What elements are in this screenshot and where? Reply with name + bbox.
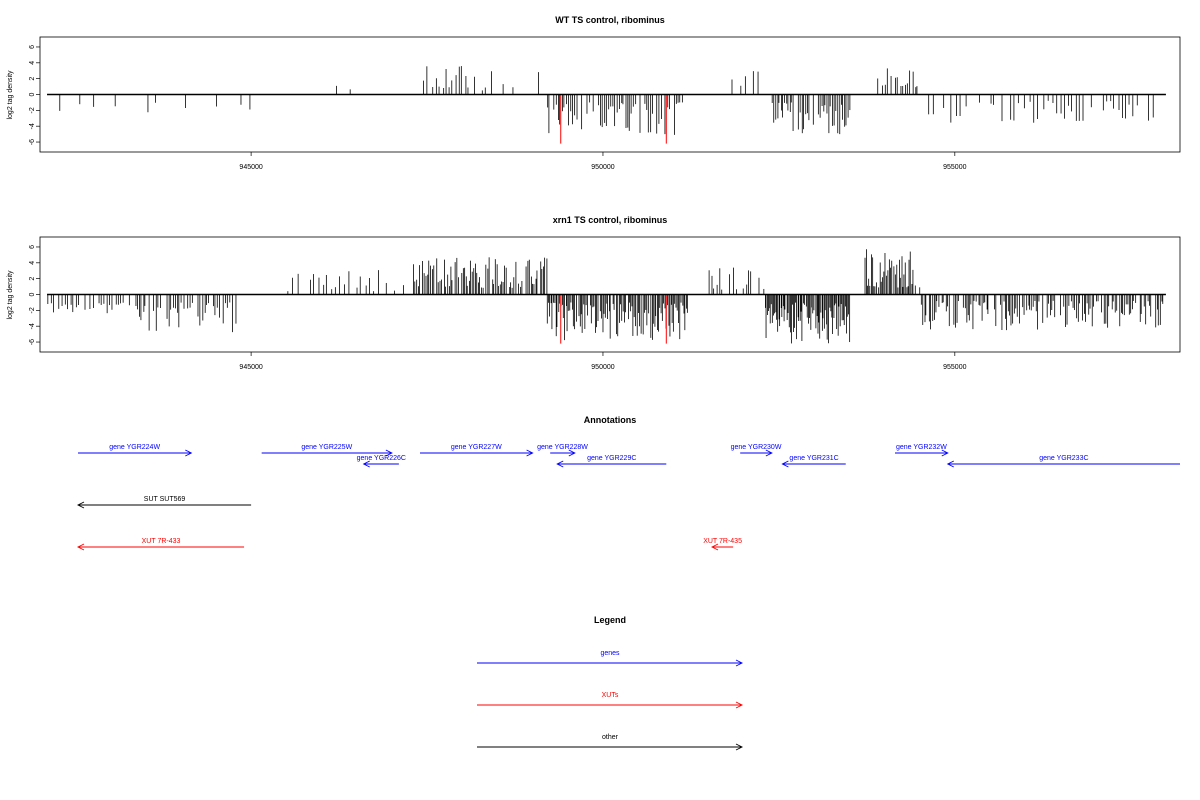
annotation-label: gene YGR230W bbox=[731, 444, 782, 451]
legend-label: genes bbox=[600, 650, 620, 657]
legend-panel: Legend genes XUTs other bbox=[477, 615, 744, 751]
gene-feature: gene YGR230W bbox=[731, 444, 782, 457]
gene-feature: gene YGR228W bbox=[537, 444, 588, 457]
annotation-label: SUT SUT569 bbox=[144, 496, 186, 503]
annotation-label: gene YGR229C bbox=[587, 455, 636, 462]
legend-item: other bbox=[477, 734, 744, 751]
legend-arrowhead bbox=[735, 701, 744, 709]
annotation-label: gene YGR224W bbox=[109, 444, 160, 451]
sut-feature: SUT SUT569 bbox=[76, 496, 252, 509]
y-tick-label: 2 bbox=[29, 277, 36, 281]
x-tick-label: 950000 bbox=[591, 164, 614, 171]
arrowhead bbox=[941, 449, 949, 457]
gene-feature: gene YGR227W bbox=[420, 444, 534, 457]
gene-feature: gene YGR231C bbox=[781, 455, 846, 468]
y-tick-label: -6 bbox=[29, 139, 36, 145]
y-tick-label: -4 bbox=[29, 123, 36, 129]
annotation-label: gene YGR228W bbox=[537, 444, 588, 451]
legend-item: genes bbox=[477, 650, 744, 667]
legend-title: Legend bbox=[594, 615, 626, 625]
arrowhead bbox=[185, 449, 193, 457]
panel-wt-title: WT TS control, ribominus bbox=[555, 15, 665, 25]
annotation-label: gene YGR226C bbox=[357, 455, 406, 462]
y-tick-label: -6 bbox=[29, 339, 36, 345]
y-tick-label: 4 bbox=[29, 261, 36, 265]
annotation-genes: gene YGR224W gene YGR225W gene YGR226C gene… bbox=[78, 444, 1180, 468]
y-tick-label: -4 bbox=[29, 323, 36, 329]
annotation-label: XUT 7R-433 bbox=[142, 538, 181, 545]
xut-feature: XUT 7R-433 bbox=[76, 538, 245, 551]
x-tick-label: 955000 bbox=[943, 164, 966, 171]
annotation-label: gene YGR231C bbox=[789, 455, 838, 462]
arrowhead bbox=[76, 501, 85, 509]
legend-label: XUTs bbox=[602, 692, 619, 699]
arrowhead bbox=[946, 460, 954, 468]
xut-feature: XUT 7R-435 bbox=[703, 538, 742, 551]
panel-wt-bars bbox=[47, 66, 1166, 144]
arrowhead bbox=[765, 449, 773, 457]
arrowhead bbox=[556, 460, 564, 468]
panel-wt-axes: -6 -4 -2 0 2 4 6 945000 950000 955000 bbox=[29, 45, 967, 171]
legend-arrowhead bbox=[735, 743, 744, 751]
gene-feature: gene YGR232W bbox=[895, 444, 949, 457]
arrowhead bbox=[76, 543, 85, 551]
y-tick-label: 2 bbox=[29, 77, 36, 81]
annotation-label: XUT 7R-435 bbox=[703, 538, 742, 545]
arrowhead bbox=[711, 543, 719, 551]
x-tick-label: 955000 bbox=[943, 364, 966, 371]
legend-item: XUTs bbox=[477, 692, 744, 709]
panel-xrn1-ylabel: log2 tag density bbox=[7, 270, 14, 320]
gene-feature: gene YGR229C bbox=[556, 455, 667, 468]
gene-feature: gene YGR224W bbox=[78, 444, 193, 457]
panel-wt: WT TS control, ribominus log2 tag densit… bbox=[7, 15, 1181, 171]
panel-xrn1-bars bbox=[47, 249, 1166, 344]
panel-xrn1: xrn1 TS control, ribominus log2 tag dens… bbox=[7, 215, 1181, 371]
annotation-label: gene YGR232W bbox=[896, 444, 947, 451]
gene-feature: gene YGR225W bbox=[261, 444, 393, 457]
annotations-title: Annotations bbox=[584, 415, 637, 425]
arrowhead bbox=[362, 460, 370, 468]
panel-xrn1-title: xrn1 TS control, ribominus bbox=[553, 215, 668, 225]
x-tick-label: 945000 bbox=[239, 164, 262, 171]
annotation-label: gene YGR225W bbox=[301, 444, 352, 451]
arrowhead bbox=[781, 460, 789, 468]
y-tick-label: -2 bbox=[29, 307, 36, 313]
panel-wt-ylabel: log2 tag density bbox=[7, 70, 14, 120]
legend-arrowhead bbox=[735, 659, 744, 667]
annotation-xuts: XUT 7R-433 XUT 7R-435 bbox=[76, 538, 742, 551]
gene-feature: gene YGR226C bbox=[357, 455, 406, 468]
arrowhead bbox=[526, 449, 534, 457]
annotation-label: gene YGR227W bbox=[451, 444, 502, 451]
y-tick-label: 6 bbox=[29, 45, 36, 49]
annotations-panel: Annotations gene YGR224W gene YGR225Wgene… bbox=[76, 415, 1180, 551]
y-tick-label: 6 bbox=[29, 245, 36, 249]
annotation-suts: SUT SUT569 bbox=[76, 496, 252, 509]
arrowhead bbox=[385, 449, 393, 457]
x-tick-label: 950000 bbox=[591, 364, 614, 371]
y-tick-label: 0 bbox=[29, 292, 36, 296]
y-tick-label: 0 bbox=[29, 92, 36, 96]
y-tick-label: -2 bbox=[29, 107, 36, 113]
panel-xrn1-axes: -6 -4 -2 0 2 4 6 945000 950000 955000 bbox=[29, 245, 967, 371]
arrowhead bbox=[568, 449, 576, 457]
annotation-label: gene YGR233C bbox=[1039, 455, 1088, 462]
legend-items: genes XUTs other bbox=[477, 650, 744, 751]
y-tick-label: 4 bbox=[29, 61, 36, 65]
x-tick-label: 945000 bbox=[239, 364, 262, 371]
gene-feature: gene YGR233C bbox=[946, 455, 1180, 468]
legend-label: other bbox=[602, 734, 619, 741]
